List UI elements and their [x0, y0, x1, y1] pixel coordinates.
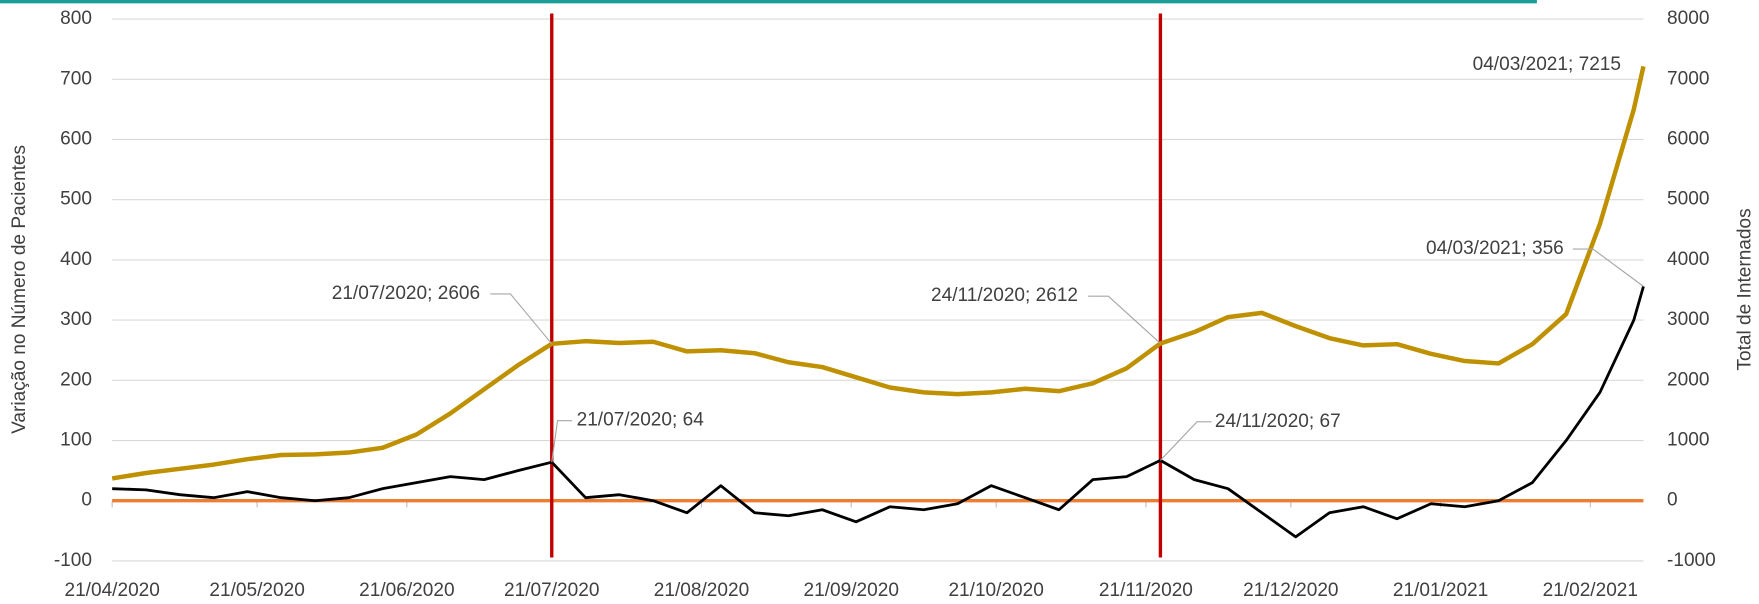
- top-bar: [0, 0, 1537, 4]
- y2-tick-label: -1000: [1667, 550, 1716, 571]
- y2-tick-label: 1000: [1667, 430, 1709, 451]
- y2-tick-label: 5000: [1667, 189, 1709, 210]
- leader-line: [1088, 295, 1161, 344]
- y-tick-label: 500: [60, 189, 92, 210]
- y2-tick-label: 3000: [1667, 309, 1709, 330]
- y2-tick-label: 4000: [1667, 249, 1709, 270]
- x-tick-label: 21/05/2020: [209, 580, 304, 601]
- leader-line: [551, 420, 573, 463]
- y-tick-label: 0: [81, 490, 92, 511]
- y-tick-label: 400: [60, 249, 92, 270]
- annotation-label: 04/03/2021; 356: [1426, 238, 1564, 259]
- annotation-label: 21/07/2020; 2606: [332, 283, 480, 304]
- y2-tick-label: 8000: [1667, 8, 1709, 29]
- y-tick-label: 100: [60, 430, 92, 451]
- y-tick-label: 300: [60, 309, 92, 330]
- annotation-label: 04/03/2021; 7215: [1473, 54, 1621, 75]
- y2-tick-label: 2000: [1667, 369, 1709, 390]
- x-tick-label: 21/04/2020: [64, 580, 159, 601]
- y-tick-label: 800: [60, 8, 92, 29]
- annotation-label: 24/11/2020; 67: [1215, 411, 1341, 432]
- y-axis-label: Variação no Número de Pacientes: [9, 145, 30, 434]
- x-tick-label: 21/12/2020: [1243, 580, 1338, 601]
- y-tick-label: 200: [60, 369, 92, 390]
- y-tick-label: 700: [60, 68, 92, 89]
- series-line: [111, 65, 1646, 481]
- y2-tick-label: 0: [1667, 490, 1678, 511]
- y2-axis-label: Total de Internados: [1735, 208, 1756, 370]
- x-tick-label: 21/01/2021: [1393, 580, 1488, 601]
- annotation-label: 24/11/2020; 2612: [931, 285, 1078, 306]
- y2-tick-label: 6000: [1667, 129, 1709, 150]
- x-tick-label: 21/02/2021: [1543, 580, 1638, 601]
- x-tick-label: 21/08/2020: [654, 580, 749, 601]
- leader-line: [1159, 421, 1212, 461]
- y-tick-label: 600: [60, 129, 92, 150]
- series-line: [112, 285, 1645, 539]
- annotation-label: 21/07/2020; 64: [577, 410, 705, 431]
- leader-line: [490, 293, 553, 345]
- y-tick-label: -100: [54, 550, 92, 571]
- x-tick-label: 21/11/2020: [1099, 580, 1193, 601]
- x-tick-label: 21/10/2020: [948, 580, 1043, 601]
- x-tick-label: 21/07/2020: [504, 580, 599, 601]
- x-tick-label: 21/06/2020: [359, 580, 454, 601]
- x-tick-label: 21/09/2020: [804, 580, 899, 601]
- leader-line: [1572, 248, 1644, 287]
- y2-tick-label: 7000: [1667, 68, 1709, 89]
